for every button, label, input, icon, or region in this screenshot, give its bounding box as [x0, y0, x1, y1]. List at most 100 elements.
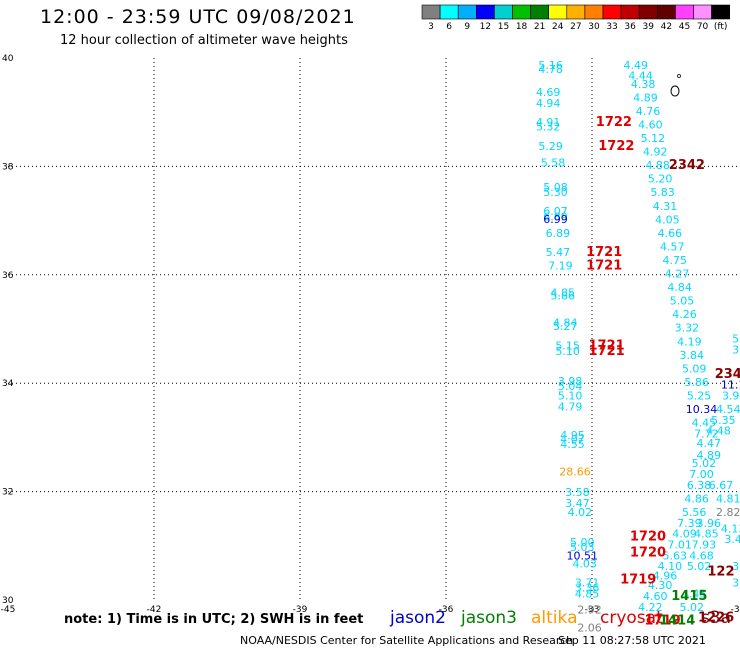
- legend-jason3: jason3: [461, 608, 517, 628]
- colorbar-label: 30: [588, 22, 600, 32]
- swh-value-label: 4.54: [716, 403, 740, 416]
- colorbar-cell: [439, 4, 459, 20]
- swh-value-label: 6.89: [546, 227, 571, 240]
- footnote: note: 1) Time is in UTC; 2) SWH is in fe…: [64, 612, 364, 627]
- colorbar-cell: [512, 4, 531, 20]
- time-label: 1721: [586, 245, 622, 260]
- colorbar-label: 45: [679, 22, 690, 32]
- colorbar-label: 6: [446, 22, 452, 32]
- swh-value-label: 4.88: [645, 159, 670, 172]
- time-label: 1721: [589, 344, 625, 359]
- swh-value-label: 4.49: [624, 59, 649, 72]
- time-label: 1719: [620, 573, 656, 588]
- swh-value-label: 4.48: [706, 425, 731, 438]
- swh-value-label: 4.27: [665, 268, 690, 281]
- colorbar-label: 9: [464, 22, 470, 32]
- swh-value-label: 5.35: [711, 414, 736, 427]
- legend-cryosat: cryosat: [600, 608, 663, 628]
- swh-value-label: 6.07: [543, 205, 568, 218]
- swh-value-label: 4.95: [560, 429, 585, 442]
- time-label: 234: [715, 367, 740, 382]
- colorbar-label: 3: [428, 22, 434, 32]
- swh-value-label: 5.56: [682, 506, 707, 519]
- swh-value-label: 4.02: [568, 506, 593, 519]
- swh-value-label: 5.29: [538, 140, 563, 153]
- time-label: 1415: [671, 589, 707, 604]
- swh-value-label: 4.85: [551, 286, 576, 299]
- swh-value-label: 5.00: [570, 536, 595, 549]
- swh-value-label: 4.19: [677, 335, 702, 348]
- swh-value-label: 5.86: [684, 376, 709, 389]
- time-label: 1722: [596, 115, 632, 130]
- colorbar-cell: [656, 4, 676, 20]
- swh-value-label: 3.32: [675, 322, 700, 335]
- swh-value-label: 5.05: [670, 295, 695, 308]
- x-tick-label: -42: [147, 605, 162, 615]
- swh-value-label: 4.96: [653, 569, 678, 582]
- swh-value-label: 6.67: [709, 479, 734, 492]
- swh-value-label: 4.84: [553, 316, 578, 329]
- swh-value-label: 4.79: [558, 400, 583, 413]
- y-tick-label: 34: [2, 379, 14, 389]
- swh-value-label: 5.32: [536, 121, 561, 134]
- swh-value-label: 5.10: [558, 389, 583, 402]
- colorbar-cell: [638, 4, 658, 20]
- swh-value-label: 4.44: [628, 70, 653, 83]
- swh-value-label: 4.76: [636, 105, 661, 118]
- y-tick-label: 30: [2, 596, 14, 606]
- time-label: 1226: [698, 611, 734, 626]
- swh-value-label: 4.03: [572, 557, 597, 570]
- swh-value-label: 4.31: [653, 200, 678, 213]
- swh-value-label: 5.12: [641, 132, 666, 145]
- time-label: 1414: [659, 613, 695, 628]
- swh-value-label: 4.86: [684, 492, 709, 505]
- swh-value-label: 5.58: [541, 156, 566, 169]
- legend-jason2: jason2: [390, 608, 446, 628]
- swh-value-label: 10.34: [686, 403, 718, 416]
- swh-value-label: 2.06: [577, 621, 602, 634]
- time-label: 1719: [644, 613, 680, 628]
- swh-value-label: 4.22: [638, 601, 663, 614]
- colorbar-cell: [620, 4, 640, 20]
- swh-value-label: 6.99: [543, 213, 568, 226]
- title: 12:00 - 23:59 UTC 09/08/2021: [40, 6, 356, 28]
- swh-value-label: 3: [732, 560, 739, 573]
- swh-value-label: 4.55: [560, 438, 585, 451]
- swh-value-label: 5.86: [551, 290, 576, 303]
- swh-value-label: 5.02: [680, 601, 705, 614]
- swh-value-label: 4.38: [631, 78, 656, 91]
- colorbar-label: 39: [643, 22, 655, 32]
- x-tick-label: -39: [293, 605, 308, 615]
- swh-value-label: 28.66: [559, 465, 591, 478]
- swh-value-label: 3: [732, 343, 739, 356]
- swh-value-label: 5.25: [687, 389, 712, 402]
- colorbar-cell: [566, 4, 586, 20]
- swh-value-label: 3.9: [722, 389, 740, 402]
- time-label: 1720: [630, 529, 666, 544]
- swh-value-label: 2.82: [716, 506, 740, 519]
- y-tick-label: 38: [2, 162, 14, 172]
- swh-value-label: 5.27: [553, 320, 578, 333]
- swh-value-label: 6.89: [543, 211, 568, 224]
- swh-value-label: 7.00: [689, 468, 714, 481]
- time-label: 122: [707, 565, 734, 580]
- swh-value-label: 4.05: [655, 213, 680, 226]
- colorbar-label: 24: [552, 22, 564, 32]
- swh-value-label: 5.02: [687, 560, 712, 573]
- swh-value-label: 5.16: [538, 59, 563, 72]
- swh-value-label: 2.92: [577, 604, 602, 617]
- swh-value-label: 4.94: [536, 97, 561, 110]
- colorbar-label: 33: [606, 22, 617, 32]
- swh-value-label: 5.04: [558, 380, 583, 393]
- swh-value-label: 5: [732, 333, 739, 346]
- colorbar-cell: [475, 4, 495, 20]
- swh-value-label: 4.57: [660, 240, 685, 253]
- swh-value-label: 5.15: [555, 340, 580, 353]
- y-tick-label: 36: [2, 271, 14, 281]
- swh-value-label: 7.39: [677, 517, 702, 530]
- time-label: 1721: [586, 258, 622, 273]
- swh-value-label: 4.85: [694, 528, 719, 541]
- credit-text: NOAA/NESDIS Center for Satellite Applica…: [240, 634, 574, 647]
- swh-value-label: 4.89: [633, 91, 658, 104]
- swh-value-label: 4.85: [575, 587, 600, 600]
